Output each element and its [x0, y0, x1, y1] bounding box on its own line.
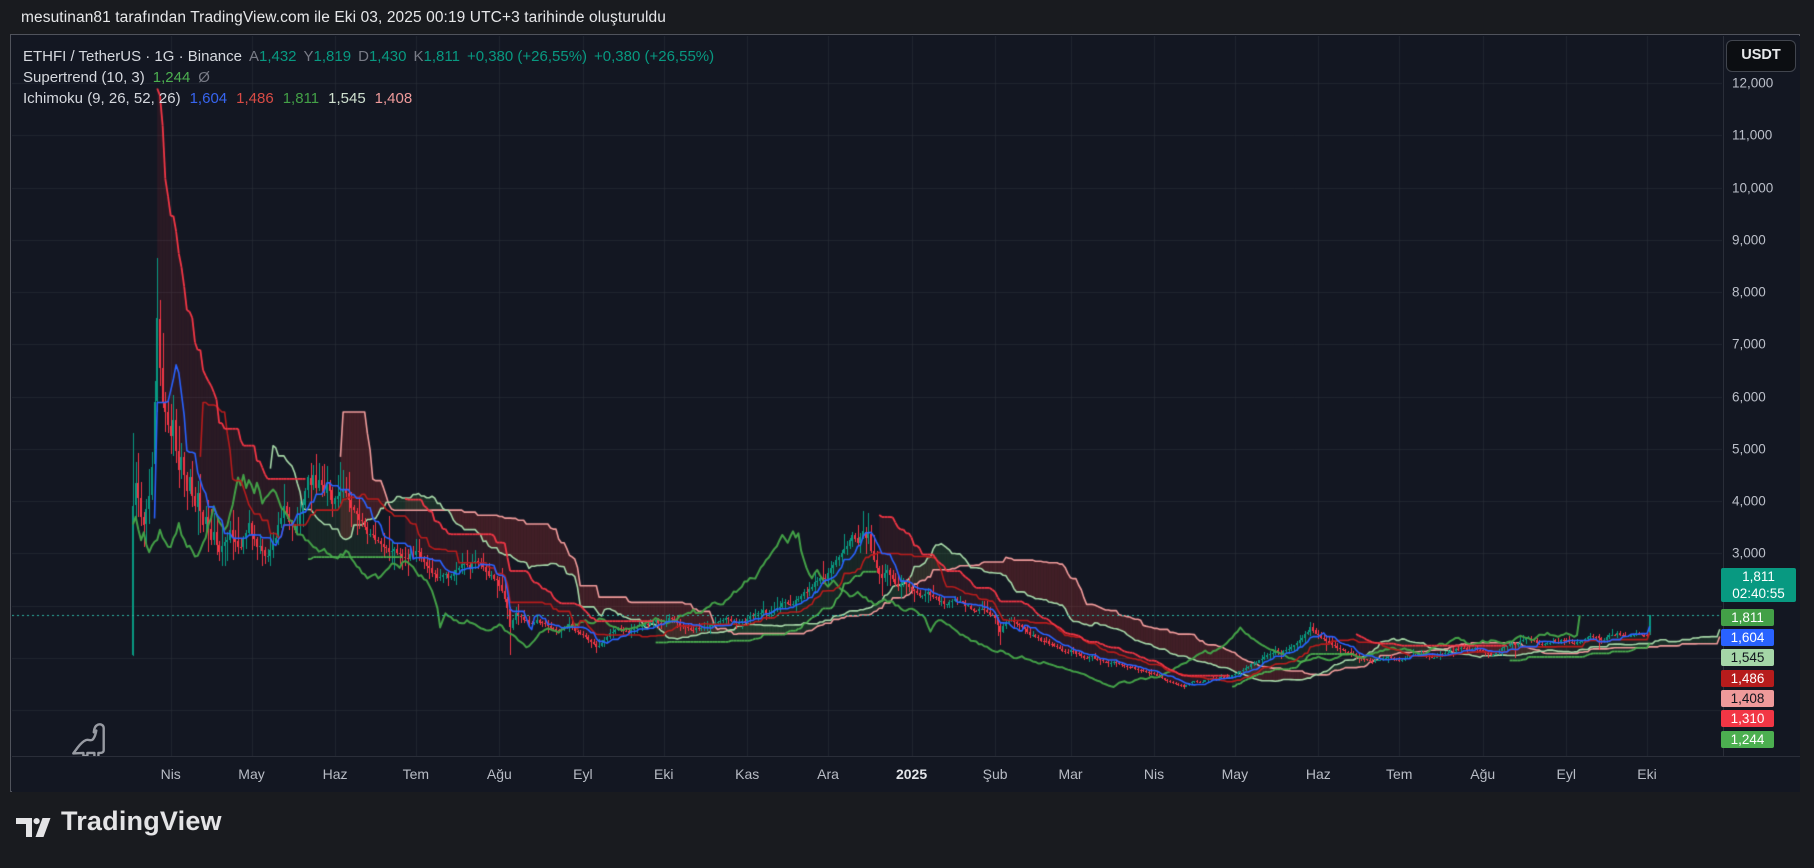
time-tick-label: Tem	[1385, 766, 1413, 782]
ohlc-letter: D	[358, 48, 369, 65]
ichimoku-value: 1,604	[189, 90, 228, 107]
price-chart-canvas[interactable]	[12, 36, 1722, 756]
time-tick-label: 2025	[895, 766, 928, 782]
ohlc-values: A1,432 Y1,819 D1,430 K1,811	[242, 48, 460, 65]
change-value: +0,380 (+26,55%)	[466, 48, 588, 65]
supertrend-title[interactable]: Supertrend (10, 3)	[23, 69, 145, 86]
price-tick-label: 7,000	[1732, 336, 1766, 352]
price-label-value: 1,310	[1730, 711, 1765, 726]
symbol-title[interactable]: ETHFI / TetherUS · 1G · Binance	[23, 48, 242, 65]
chart-pane[interactable]: ETHFI / TetherUS · 1G · Binance A1,432 Y1,…	[12, 36, 1722, 759]
price-label-value: 1,604	[1730, 630, 1765, 645]
ichimoku-values: 1,604 1,486 1,811 1,545 1,408	[181, 90, 413, 107]
price-label-value: 1,408	[1730, 691, 1765, 706]
price-axis-label: 1,811	[1721, 609, 1774, 626]
ohlc-value: 1,819	[313, 48, 352, 65]
supertrend-na-value: Ø	[198, 69, 210, 86]
price-axis[interactable]: 12,000 11,000 10,000 9,000 8,000 7,000 6,000 5,…	[1721, 36, 1800, 756]
ichimoku-value: 1,486	[236, 90, 274, 107]
price-tick-label: 5,000	[1732, 441, 1766, 457]
ohlc-value: 1,432	[258, 48, 297, 65]
price-tick-label: 12,000	[1732, 75, 1774, 91]
price-axis-label: 1,310	[1721, 710, 1774, 727]
time-tick-label: Ara	[817, 766, 839, 782]
time-tick-label: Eki	[1637, 766, 1657, 782]
time-tick-label: Nis	[160, 766, 181, 782]
footer: TradingView	[0, 792, 1814, 868]
price-tick-label: 4,000	[1732, 493, 1766, 509]
time-tick-label: Eki	[653, 766, 674, 782]
price-axis-label: 1,486	[1721, 670, 1774, 687]
price-tick-label: 3,000	[1732, 545, 1766, 561]
price-label-value: 1,811	[1731, 610, 1764, 625]
time-tick-label: Kas	[735, 766, 760, 782]
price-axis-label: 1,604	[1721, 629, 1774, 646]
chart-legend: ETHFI / TetherUS · 1G · Binance A1,432 Y1,…	[23, 46, 714, 109]
time-tick-label: Şub	[982, 766, 1008, 782]
ohlc-letter: Y	[303, 48, 314, 65]
currency-toggle-button[interactable]: USDT	[1726, 40, 1796, 72]
time-tick-label: Ağu	[486, 766, 512, 782]
price-axis-label: 1,244	[1721, 731, 1774, 748]
ichimoku-value: 1,408	[374, 90, 413, 107]
time-tick-label: Nis	[1143, 766, 1165, 782]
time-tick-label: May	[1221, 766, 1249, 782]
price-label-value: 1,545	[1730, 650, 1765, 665]
ichimoku-title[interactable]: Ichimoku (9, 26, 52, 26)	[23, 90, 181, 107]
price-axis-label: 1,811 02:40:55	[1721, 568, 1796, 602]
ichimoku-value: 1,545	[328, 90, 366, 107]
legend-supertrend-row: Supertrend (10, 3) 1,244 Ø	[23, 67, 714, 88]
bar-close-countdown: 02:40:55	[1732, 586, 1785, 601]
ohlc-value: 1,430	[368, 48, 407, 65]
price-tick-label: 10,000	[1732, 180, 1774, 195]
time-axis[interactable]: Nis May Haz Tem Ağu Eyl Eki Kas Ara 2025 Şub Mar Nis…	[12, 756, 1800, 792]
price-axis-label: 1,545	[1721, 649, 1774, 666]
price-label-value: 1,244	[1730, 732, 1765, 747]
tradingview-wordmark[interactable]: TradingView	[61, 806, 222, 836]
tradingview-logo-icon[interactable]	[16, 818, 54, 838]
ohlc-letter: A	[248, 48, 259, 65]
time-tick-label: Ağu	[1470, 766, 1496, 782]
price-tick-label: 9,000	[1732, 232, 1766, 248]
ichimoku-value: 1,811	[282, 90, 320, 107]
time-tick-label: Haz	[1305, 766, 1331, 782]
change-value-2: +0,380 (+26,55%)	[594, 48, 715, 65]
time-tick-label: Eyl	[1556, 766, 1576, 782]
price-label-value: 1,811	[1742, 569, 1775, 584]
price-tick-label: 8,000	[1732, 284, 1766, 300]
attribution-text: mesutinan81 tarafından TradingView.com i…	[21, 9, 666, 26]
legend-symbol-row: ETHFI / TetherUS · 1G · Binance A1,432 Y1,…	[23, 46, 714, 67]
time-tick-label: Tem	[402, 766, 430, 782]
legend-ichimoku-row: Ichimoku (9, 26, 52, 26) 1,604 1,486 1,811 1…	[23, 88, 714, 109]
chart-widget: ETHFI / TetherUS · 1G · Binance A1,432 Y1,…	[10, 34, 1800, 792]
ohlc-letter: K	[413, 48, 424, 65]
ohlc-value: 1,811	[423, 48, 460, 65]
time-tick-label: May	[238, 766, 265, 782]
price-tick-label: 11,000	[1732, 127, 1773, 143]
price-label-value: 1,486	[1730, 671, 1765, 686]
price-tick-label: 6,000	[1732, 389, 1766, 404]
time-tick-label: Haz	[322, 766, 348, 782]
time-tick-label: Eyl	[573, 766, 593, 782]
supertrend-value: 1,244	[152, 69, 191, 86]
price-axis-label: 1,408	[1721, 690, 1774, 707]
time-tick-label: Mar	[1058, 766, 1083, 782]
